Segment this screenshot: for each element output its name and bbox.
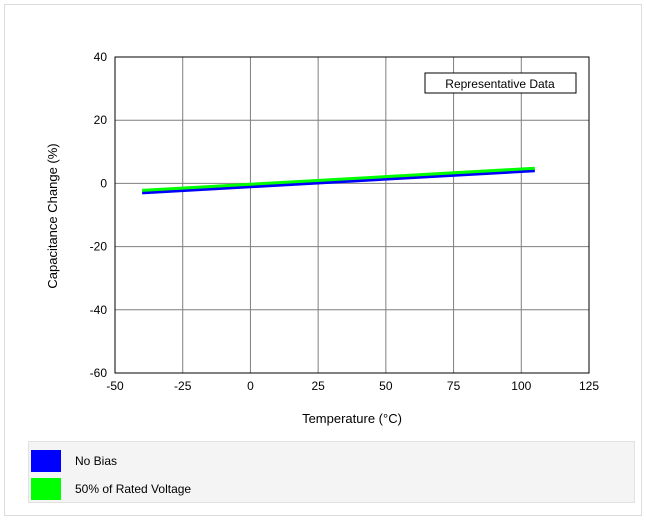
y-tick-label: -20	[90, 240, 108, 254]
x-tick-label: 100	[511, 379, 531, 393]
annotation-box: Representative Data	[424, 72, 577, 94]
x-tick-label: 75	[447, 379, 461, 393]
legend: No Bias 50% of Rated Voltage	[28, 441, 635, 503]
series-layer	[142, 166, 535, 195]
legend-label-no-bias: No Bias	[75, 454, 118, 468]
y-tick-label: 0	[100, 176, 107, 190]
x-tick-label: 125	[579, 379, 599, 393]
line-chart: -50 -25 0 25 50 75 100 125 -60 -40 -20 0 20 40 Tempe…	[45, 50, 599, 426]
x-tick-label: 50	[379, 379, 393, 393]
x-tick-label: -50	[106, 379, 124, 393]
y-tick-labels: -60 -40 -20 0 20 40	[90, 50, 108, 380]
x-tick-label: -25	[174, 379, 192, 393]
y-tick-label: -60	[90, 366, 108, 380]
grid-lines	[114, 56, 590, 374]
legend-swatch-rated-voltage	[31, 478, 61, 500]
legend-label-rated-voltage: 50% of Rated Voltage	[75, 482, 192, 496]
x-axis-label: Temperature (°C)	[302, 411, 402, 426]
y-tick-label: 20	[94, 113, 108, 127]
y-axis-label: Capacitance Change (%)	[45, 143, 60, 288]
x-tick-label: 25	[311, 379, 325, 393]
legend-swatch-no-bias	[31, 450, 61, 472]
y-tick-label: -40	[90, 303, 108, 317]
x-tick-labels: -50 -25 0 25 50 75 100 125	[106, 379, 599, 393]
y-tick-label: 40	[94, 50, 108, 64]
annotation-text: Representative Data	[445, 77, 555, 91]
legend-item-rated-voltage: 50% of Rated Voltage	[31, 476, 191, 502]
series-line-no-bias	[142, 169, 535, 195]
plot-border	[114, 56, 590, 374]
legend-item-no-bias: No Bias	[31, 448, 117, 474]
x-tick-label: 0	[247, 379, 254, 393]
series-line-rated-voltage	[142, 166, 535, 192]
